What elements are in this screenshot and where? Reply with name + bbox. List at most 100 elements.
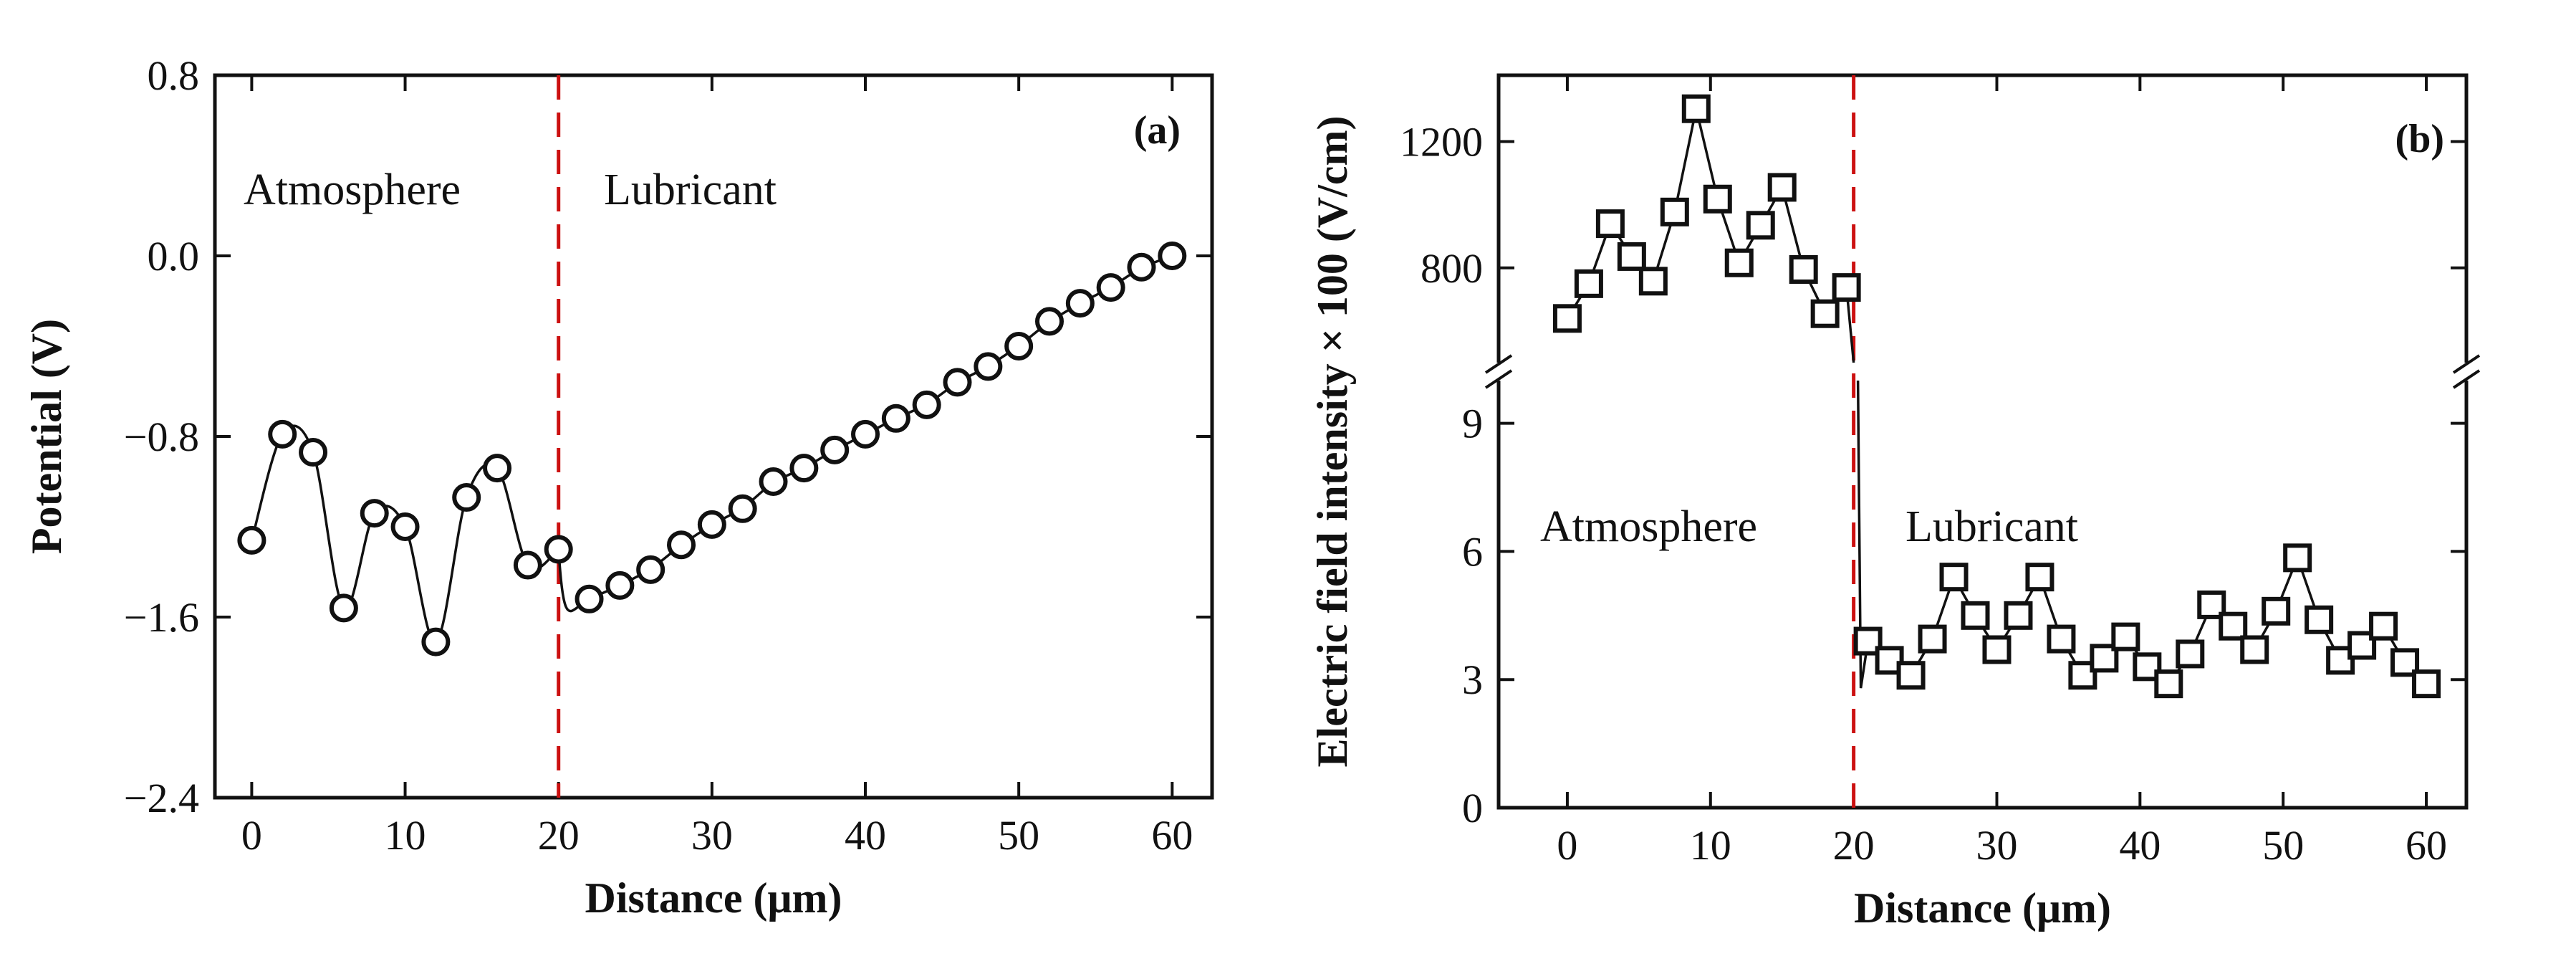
data-point [1746, 211, 1775, 240]
data-point [697, 510, 726, 539]
annotation-atmosphere: Atmosphere [1540, 502, 1757, 551]
data-point [299, 438, 328, 467]
x-tick-label: 40 [2119, 822, 2161, 869]
data-point [329, 593, 358, 623]
x-tick-label: 50 [2262, 822, 2304, 869]
y-tick-label: 3 [1462, 656, 1483, 703]
panel-label: (a) [1134, 108, 1181, 153]
data-point [1918, 624, 1947, 654]
data-point [820, 435, 850, 464]
data-point [1004, 332, 1034, 360]
axis-break-mark [1484, 369, 1513, 389]
data-point [2090, 644, 2119, 673]
panel-label: (b) [2395, 117, 2444, 161]
annotation-lubricant: Lubricant [1905, 502, 2078, 551]
data-point [452, 483, 481, 512]
data-point [1939, 563, 1969, 592]
x-axis-label: Distance (μm) [1854, 884, 2111, 932]
data-point [575, 584, 604, 613]
annotation-atmosphere: Atmosphere [244, 166, 461, 214]
data-point [1617, 242, 1646, 271]
data-point [1810, 299, 1840, 328]
x-axis-label: Distance (μm) [585, 874, 842, 922]
data-point [2219, 611, 2248, 641]
plot-frame [1496, 73, 2469, 810]
data-point [1096, 273, 1125, 302]
data-point [1789, 255, 1818, 285]
data-point [789, 454, 819, 483]
data-point [2025, 563, 2054, 592]
data-point [1681, 94, 1711, 123]
axis-break-mark [1484, 354, 1513, 374]
data-point [1638, 267, 1668, 296]
data-point [912, 390, 941, 419]
y-axis-label: Potential (V) [23, 319, 70, 554]
data-point [2197, 590, 2226, 619]
data-point [1767, 173, 1797, 202]
panel-a: 0 10 20 30 40 50 60 −2.4 −1.6 −0.8 0.0 0.8 Distance … [23, 52, 1214, 922]
data-point [851, 419, 880, 449]
annotation-lubricant: Lubricant [604, 166, 777, 214]
axis-break-mark [2452, 354, 2481, 374]
data-point [1724, 248, 1754, 277]
data-point [421, 627, 451, 656]
data-point [2004, 601, 2033, 630]
data-point [2262, 596, 2291, 626]
data-point [2369, 611, 2398, 641]
x-tick-label: 10 [1690, 822, 1731, 869]
data-point [759, 467, 788, 496]
data-point [1875, 646, 1904, 675]
panel-b: 0 10 20 30 40 50 60 800 1200 0 3 6 9 Distance (μm) Ele… [1309, 73, 2481, 932]
x-tick-label: 60 [1151, 812, 1193, 859]
data-point [513, 550, 542, 580]
data-point [2047, 624, 2076, 654]
data-point [390, 512, 420, 541]
data-point [2283, 543, 2312, 573]
data-point [2412, 669, 2441, 699]
data-point [1982, 635, 2012, 664]
x-tick-label: 40 [845, 812, 886, 859]
data-point [1660, 197, 1689, 226]
y-tick-label: 800 [1421, 245, 1483, 292]
y-tick-label: 6 [1462, 528, 1483, 575]
y-tick-label: 0 [1462, 785, 1483, 831]
y-tick-label: −2.4 [124, 775, 199, 821]
data-point [1961, 601, 1990, 630]
axis-break-mark [2452, 369, 2481, 389]
data-point [1703, 184, 1732, 214]
data-point [237, 525, 266, 555]
data-point [605, 570, 635, 600]
data-point [974, 352, 1003, 381]
x-tick-label: 20 [1833, 822, 1875, 869]
data-point [1595, 209, 1625, 239]
data-point [544, 535, 573, 564]
data-point [360, 499, 389, 528]
data-point [1065, 289, 1095, 318]
data-point [2305, 605, 2334, 634]
data-point [2154, 669, 2183, 699]
data-point [1034, 307, 1064, 336]
data-point [636, 555, 665, 584]
data-point [1832, 273, 1861, 302]
x-tick-label: 0 [1557, 822, 1577, 869]
data-point [667, 530, 696, 560]
data-point [1158, 242, 1187, 270]
x-tick-label: 30 [691, 812, 733, 859]
x-tick-label: 0 [241, 812, 262, 859]
x-tick-label: 20 [538, 812, 580, 859]
x-tick-label: 50 [998, 812, 1039, 859]
data-point [2111, 622, 2140, 651]
data-point [1574, 269, 1603, 298]
x-tick-label: 10 [385, 812, 426, 859]
y-tick-label: 0.8 [148, 52, 200, 99]
data-point [1127, 252, 1156, 282]
x-tick-label: 30 [1976, 822, 2017, 869]
y-tick-label: −0.8 [124, 414, 199, 460]
y-tick-label: −1.6 [124, 594, 199, 641]
data-point [483, 454, 512, 483]
data-point [728, 494, 757, 523]
data-point [2240, 635, 2269, 664]
data-point [943, 368, 972, 397]
data-point [881, 403, 910, 433]
